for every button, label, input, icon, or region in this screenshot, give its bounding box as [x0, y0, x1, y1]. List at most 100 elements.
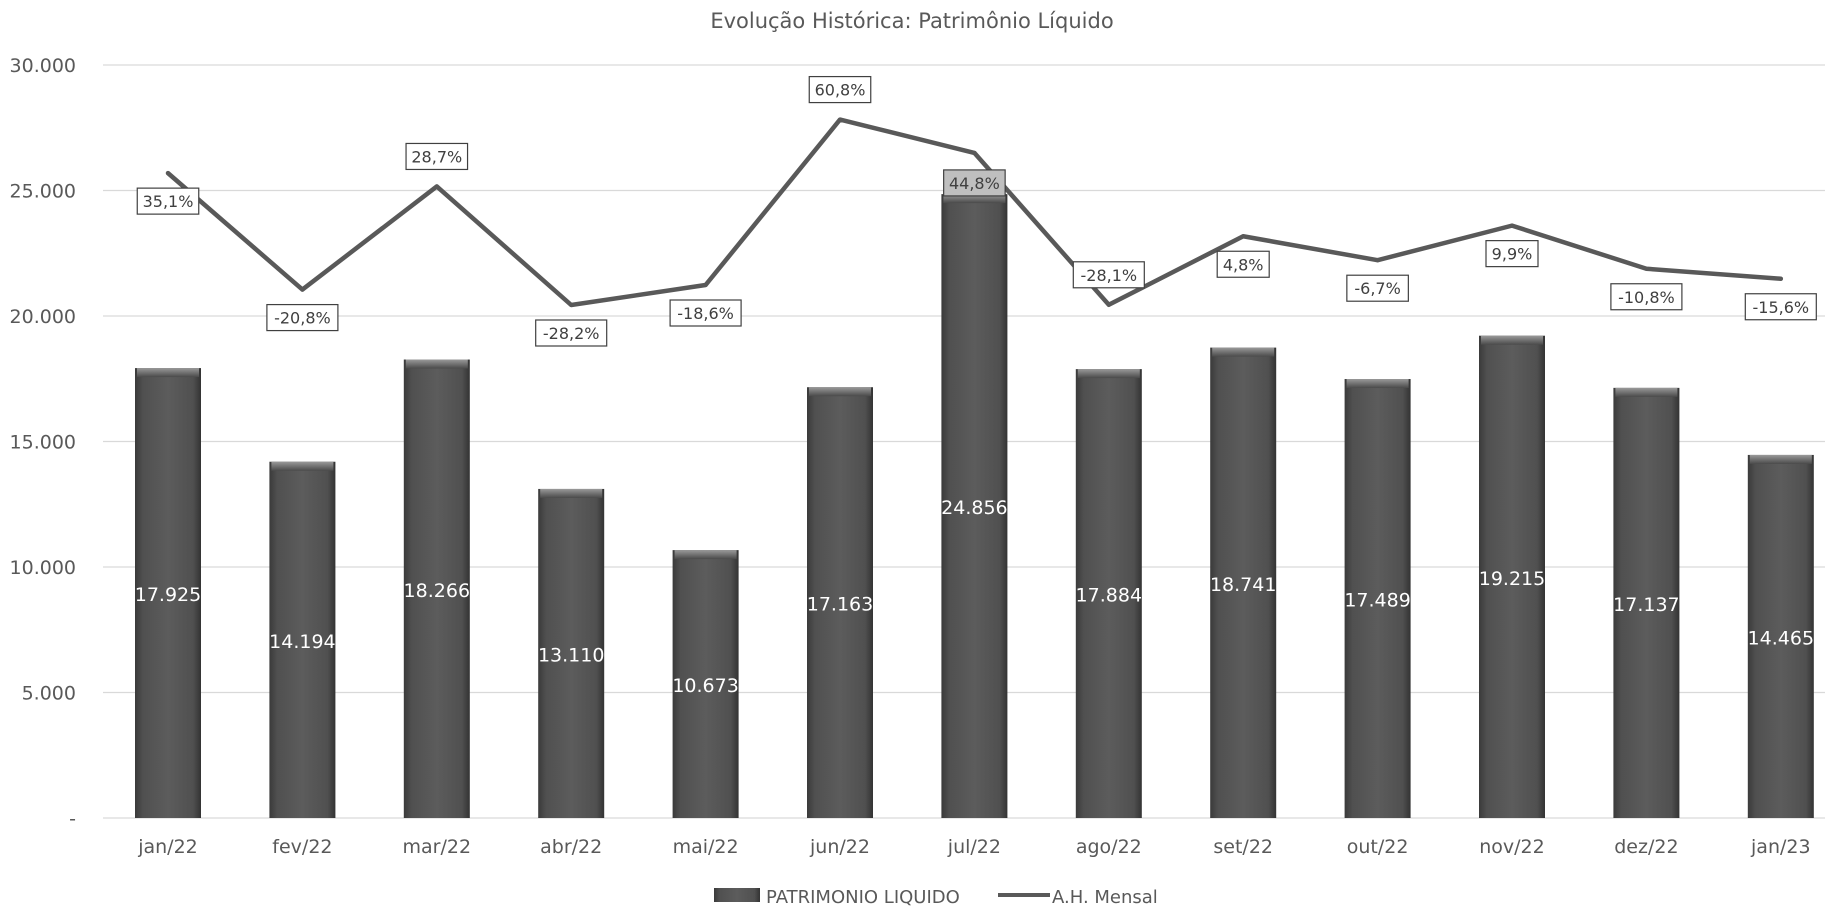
- bar-data-label: 17.884: [1076, 585, 1142, 607]
- line-point: [1241, 234, 1246, 239]
- line-data-label-group: 9,9%: [1485, 240, 1539, 268]
- x-tick-label: nov/22: [1479, 836, 1545, 858]
- line-point: [434, 184, 439, 189]
- bar-bevel: [1346, 379, 1409, 389]
- line-data-label-group: -6,7%: [1346, 274, 1409, 302]
- line-data-label-group: 60,8%: [808, 75, 872, 104]
- x-axis-ticks: jan/22 fev/22 mar/22 abr/22 mai/22 jun/22 jul/…: [137, 836, 1810, 858]
- bar-data-label: 10.673: [672, 675, 738, 697]
- bar-data-labels: 17.925 14.194 18.266 13.110 10.673 17.163 24.8…: [135, 497, 1814, 697]
- line-data-label-group: -15,6%: [1744, 293, 1817, 321]
- bar-bevel: [943, 194, 1006, 204]
- y-tick-label: -: [69, 808, 76, 830]
- x-tick-label: jul/22: [947, 836, 1001, 858]
- line-data-label-box: [1485, 240, 1539, 268]
- bar: [1479, 335, 1545, 818]
- bar-bevel: [1077, 369, 1140, 379]
- line-data-label: 4,8%: [1223, 255, 1264, 274]
- bar: [1210, 347, 1277, 818]
- bar: [807, 387, 873, 818]
- line-data-label: -28,2%: [543, 324, 600, 343]
- line-data-label: 35,1%: [143, 192, 194, 211]
- line-point: [1106, 302, 1111, 307]
- bar-bevel: [1212, 347, 1275, 357]
- line-data-labels: 35,1% -20,8% 28,7% -28,2% -18,6% 60,8% 44,8% -2…: [136, 75, 1817, 347]
- line-data-label-box: [1346, 274, 1409, 302]
- line-data-label-box: [669, 299, 742, 327]
- bar: [403, 359, 470, 818]
- y-axis-ticks: - 5.000 10.000 15.000 20.000 25.000 30.000: [10, 55, 76, 830]
- bar-data-label: 14.465: [1748, 627, 1814, 649]
- bar: [538, 488, 605, 818]
- bar-data-label: 18.266: [404, 580, 470, 602]
- bar-series: [135, 194, 1814, 819]
- bar-data-label: 24.856: [941, 497, 1007, 519]
- line-data-label: -18,6%: [677, 304, 734, 323]
- bar-data-label: 17.163: [807, 594, 873, 616]
- line-data-label-box: [943, 169, 1006, 197]
- bar-data-label: 19.215: [1479, 568, 1545, 590]
- bar-data-label: 17.137: [1613, 594, 1679, 616]
- bar-data-label: 13.110: [538, 644, 604, 666]
- x-tick-label: out/22: [1347, 836, 1409, 858]
- line-data-label-group: 28,7%: [405, 142, 469, 171]
- line-data-label: 28,7%: [411, 147, 462, 166]
- line-point: [838, 117, 842, 122]
- line-data-label-box: [1072, 261, 1145, 289]
- line-data-label-box: [136, 187, 200, 215]
- bar-bevel: [674, 550, 737, 560]
- bar: [135, 368, 201, 818]
- line-point: [1510, 223, 1514, 228]
- y-tick-label: 20.000: [10, 306, 76, 328]
- x-tick-label: mar/22: [403, 836, 472, 858]
- bar-bevel: [271, 461, 334, 471]
- bar-bevel: [540, 488, 603, 498]
- line-data-label: -15,6%: [1752, 298, 1809, 317]
- line-data-label-group: -10,8%: [1610, 283, 1683, 311]
- line-data-label-group: -28,1%: [1072, 261, 1145, 289]
- line-data-label: -28,1%: [1080, 266, 1137, 285]
- line-data-label: -10,8%: [1618, 288, 1675, 307]
- x-tick-label: abr/22: [540, 836, 602, 858]
- legend-bar-label: PATRIMONIO LIQUIDO: [766, 887, 960, 907]
- bar-bevel: [137, 368, 199, 378]
- bar: [1613, 387, 1680, 818]
- bar: [1747, 454, 1814, 818]
- x-tick-label: fev/22: [272, 836, 332, 858]
- bar-data-label: 17.925: [135, 584, 201, 606]
- line-data-label-group: 44,8%: [943, 169, 1006, 197]
- line-point: [1778, 276, 1783, 281]
- line-point: [300, 287, 305, 292]
- chart-title: Evolução Histórica: Patrimônio Líquido: [710, 9, 1113, 33]
- bar: [1075, 369, 1142, 818]
- bar-data-label: 18.741: [1210, 574, 1276, 596]
- line-data-label: 9,9%: [1492, 245, 1533, 264]
- bar-bevel: [1749, 454, 1812, 464]
- x-tick-label: ago/22: [1076, 836, 1142, 858]
- y-tick-label: 30.000: [10, 55, 76, 77]
- line-data-label: -20,8%: [274, 309, 331, 328]
- x-tick-label: set/22: [1213, 836, 1273, 858]
- line-point: [972, 150, 977, 155]
- y-tick-label: 5.000: [22, 683, 76, 705]
- bar-data-label: 17.489: [1344, 590, 1410, 612]
- line-data-label-box: [808, 75, 872, 104]
- line-data-label: 60,8%: [815, 81, 866, 100]
- line-data-label-box: [1216, 250, 1270, 278]
- legend-bar-swatch: [714, 888, 760, 902]
- line-data-label-group: -28,2%: [535, 319, 608, 347]
- bar-bevel: [1481, 335, 1543, 345]
- line-point: [1644, 266, 1649, 271]
- x-tick-label: dez/22: [1614, 836, 1678, 858]
- line-series: [165, 117, 1784, 308]
- bar: [269, 461, 336, 818]
- bar: [672, 550, 739, 818]
- line-point: [166, 171, 170, 176]
- bar-data-label: 14.194: [269, 631, 335, 653]
- line-data-label-box: [1610, 283, 1683, 311]
- bar: [1344, 379, 1411, 818]
- bar-bevel: [405, 359, 468, 369]
- line-data-label-group: -20,8%: [266, 303, 339, 332]
